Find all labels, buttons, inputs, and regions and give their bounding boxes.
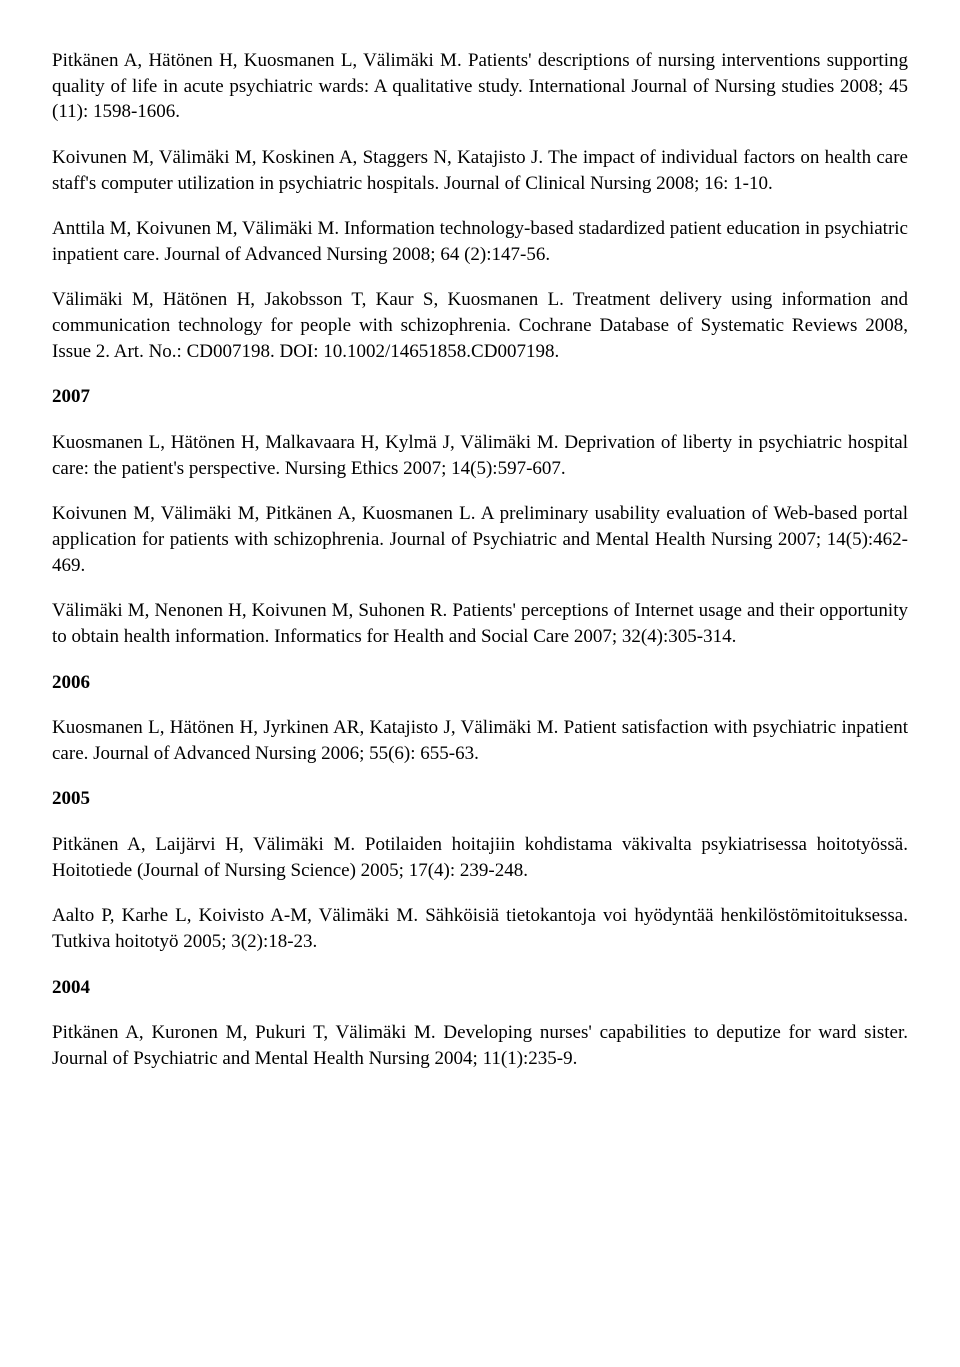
reference-item: Koivunen M, Välimäki M, Koskinen A, Stag… xyxy=(52,145,908,196)
reference-item: Pitkänen A, Kuronen M, Pukuri T, Välimäk… xyxy=(52,1020,908,1071)
reference-item: Välimäki M, Hätönen H, Jakobsson T, Kaur… xyxy=(52,287,908,364)
reference-item: Aalto P, Karhe L, Koivisto A-M, Välimäki… xyxy=(52,903,908,954)
reference-item: Anttila M, Koivunen M, Välimäki M. Infor… xyxy=(52,216,908,267)
reference-item: Kuosmanen L, Hätönen H, Jyrkinen AR, Kat… xyxy=(52,715,908,766)
year-heading-2005: 2005 xyxy=(52,786,908,812)
reference-item: Pitkänen A, Laijärvi H, Välimäki M. Poti… xyxy=(52,832,908,883)
year-heading-2006: 2006 xyxy=(52,670,908,696)
reference-item: Välimäki M, Nenonen H, Koivunen M, Suhon… xyxy=(52,598,908,649)
year-heading-2007: 2007 xyxy=(52,384,908,410)
reference-item: Koivunen M, Välimäki M, Pitkänen A, Kuos… xyxy=(52,501,908,578)
reference-item: Pitkänen A, Hätönen H, Kuosmanen L, Väli… xyxy=(52,48,908,125)
year-heading-2004: 2004 xyxy=(52,975,908,1001)
reference-item: Kuosmanen L, Hätönen H, Malkavaara H, Ky… xyxy=(52,430,908,481)
